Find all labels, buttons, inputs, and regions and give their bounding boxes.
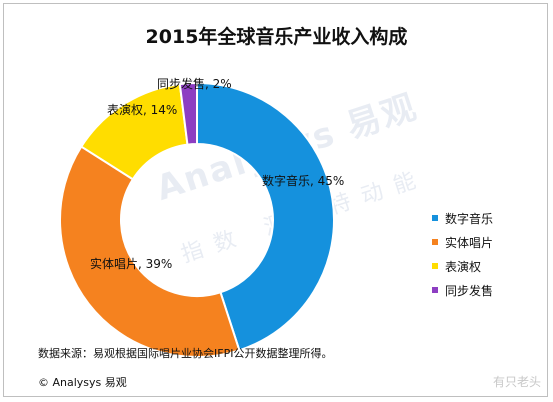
- label-sync: 同步发售, 2%: [157, 76, 232, 91]
- legend-swatch-physical: [432, 239, 438, 245]
- legend-label: 表演权: [445, 259, 482, 274]
- data-source-note: 数据来源：易观根据国际唱片业协会IFPI公开数据整理所得。: [38, 347, 333, 360]
- legend-swatch-performance: [432, 263, 438, 269]
- legend-label: 同步发售: [445, 283, 494, 298]
- label-digital-music: 数字音乐, 45%: [262, 173, 344, 188]
- label-physical: 实体唱片, 39%: [90, 256, 172, 271]
- slice-physical: [59, 145, 241, 358]
- legend-label: 数字音乐: [445, 211, 494, 226]
- legend-label: 实体唱片: [445, 235, 494, 250]
- slice-sync: [178, 81, 198, 146]
- legend-item: 表演权: [432, 254, 493, 278]
- chart-title: 2015年全球音乐产业收入构成: [145, 26, 408, 48]
- label-performance-rights: 表演权, 14%: [107, 102, 177, 117]
- corner-watermark: 有只老头: [492, 375, 541, 389]
- slice-digital-music: [196, 81, 335, 352]
- legend-item: 数字音乐: [432, 206, 493, 230]
- legend: 数字音乐 实体唱片 表演权 同步发售: [432, 206, 493, 302]
- legend-item: 同步发售: [432, 278, 493, 302]
- legend-swatch-sync: [432, 287, 438, 293]
- legend-swatch-digital: [432, 215, 438, 221]
- copyright-text: © Analysys 易观: [38, 376, 127, 389]
- legend-item: 实体唱片: [432, 230, 493, 254]
